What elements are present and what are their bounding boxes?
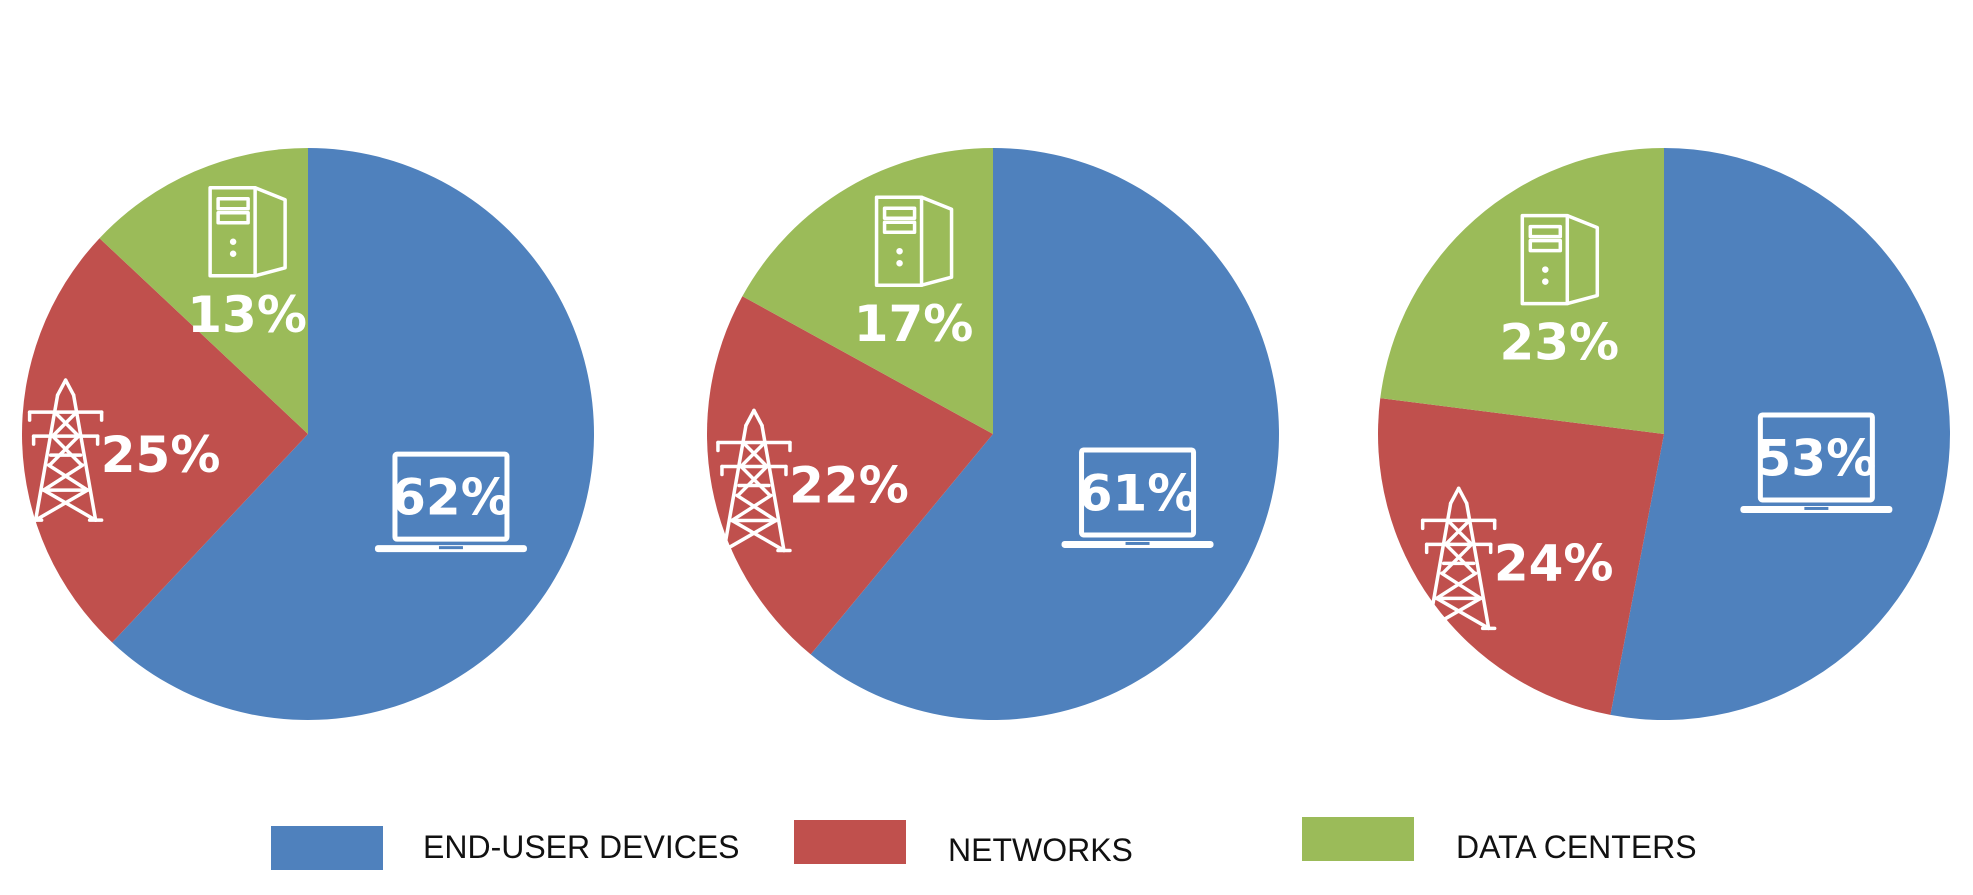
pie-1-annotation-end-user-devices: 62%: [374, 451, 527, 553]
pie-1-annotation-networks: 25%: [27, 378, 221, 522]
power-tower-icon: [27, 378, 104, 522]
server-icon: [1520, 213, 1600, 306]
pie-3-annotation-end-user-devices: 53%: [1740, 412, 1893, 513]
legend-label-data-centers: DATA CENTERS: [1456, 829, 1697, 865]
legend-label-networks: NETWORKS: [948, 832, 1133, 868]
pie-3-label-end-user-devices: 53%: [1757, 429, 1877, 487]
laptop-icon: [1061, 447, 1214, 548]
pie-3-slice-networks: [1378, 398, 1664, 715]
pie-3-label-data-centers: 23%: [1499, 314, 1619, 372]
pie-chart-3: 53% 24% 23%: [1378, 148, 1951, 721]
pie-chart-2: 61% 22% 17%: [707, 148, 1279, 720]
pie-2-slice-networks: [707, 296, 993, 655]
legend-swatch-networks: [794, 820, 906, 864]
pie-1-slice-end-user-devices: [112, 148, 594, 720]
server-icon: [874, 195, 954, 287]
pie-1-label-end-user-devices: 62%: [391, 469, 511, 527]
pie-1-label-networks: 25%: [101, 426, 221, 484]
power-tower-icon: [716, 408, 792, 553]
pie-3-annotation-data-centers: 23%: [1499, 213, 1619, 372]
pie-2-slice-end-user-devices: [810, 148, 1279, 720]
pie-3-slice-end-user-devices: [1610, 148, 1951, 721]
pie-3-label-networks: 24%: [1494, 534, 1614, 592]
pie-2-label-data-centers: 17%: [854, 295, 974, 353]
pie-2-slice-data-centers: [742, 148, 993, 434]
pie-chart-1: 62% 25% 13%: [21, 148, 594, 720]
pie-2-annotation-end-user-devices: 61%: [1061, 447, 1214, 548]
pie-3-annotation-networks: 24%: [1420, 486, 1614, 631]
pie-2-label-networks: 22%: [789, 456, 909, 514]
legend-swatch-data-centers: [1302, 817, 1414, 861]
pie-2-annotation-networks: 22%: [716, 408, 909, 553]
power-tower-icon: [1420, 486, 1497, 631]
legend-label-end-user-devices: END-USER DEVICES: [423, 829, 740, 865]
laptop-icon: [374, 451, 527, 553]
pie-2-label-end-user-devices: 61%: [1078, 464, 1198, 522]
pie-1-label-data-centers: 13%: [187, 286, 307, 344]
legend-item-networks: NETWORKS: [794, 820, 1133, 868]
pie-2-annotation-data-centers: 17%: [854, 195, 974, 353]
pie-group: 62% 25% 13% 61% 22% 17% 53% 24% 23%: [21, 148, 1951, 721]
laptop-icon: [1740, 412, 1893, 513]
legend-item-end-user-devices: END-USER DEVICES: [271, 826, 740, 870]
legend: END-USER DEVICES NETWORKS DATA CENTERS: [271, 817, 1697, 870]
pie-1-slice-networks: [21, 238, 308, 643]
legend-swatch-end-user-devices: [271, 826, 383, 870]
pie-1-annotation-data-centers: 13%: [187, 186, 307, 344]
server-icon: [208, 186, 287, 278]
legend-item-data-centers: DATA CENTERS: [1302, 817, 1697, 865]
